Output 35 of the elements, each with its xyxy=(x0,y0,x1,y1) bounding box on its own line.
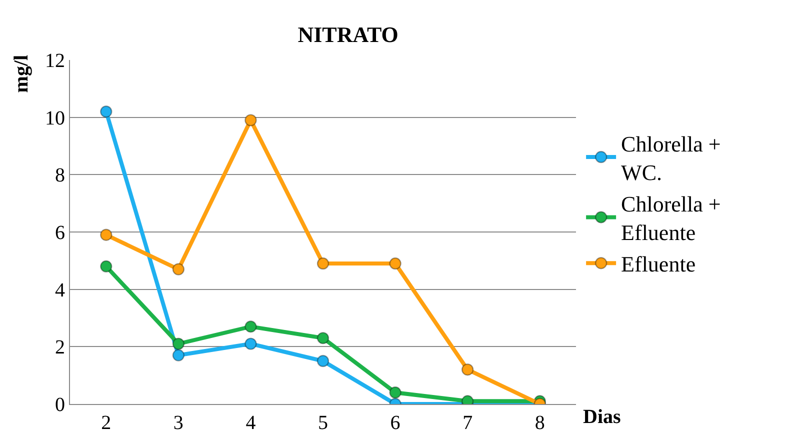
point xyxy=(100,260,112,272)
x-axis-title: Dias xyxy=(583,406,621,428)
x-tick-label: 7 xyxy=(462,412,473,434)
legend-label: Efluente xyxy=(621,252,696,277)
point xyxy=(316,257,330,270)
point xyxy=(316,332,330,344)
x-tick-label: 3 xyxy=(173,412,184,434)
legend-label: Chlorella + Efluente xyxy=(621,192,721,246)
x-tick-label: 2 xyxy=(101,412,112,434)
x-tick-label: 5 xyxy=(318,412,328,434)
y-axis-title: mg/l xyxy=(10,54,32,93)
y-tick-label: 8 xyxy=(55,164,65,187)
point xyxy=(100,228,112,241)
point xyxy=(172,338,185,350)
chart-title: NITRATO xyxy=(298,22,398,48)
x-tick-label: 6 xyxy=(390,412,400,434)
x-tick-label: 4 xyxy=(246,412,256,434)
point xyxy=(172,349,185,362)
point xyxy=(244,114,257,126)
point xyxy=(172,263,185,276)
point xyxy=(389,257,402,270)
point xyxy=(389,386,402,399)
point xyxy=(100,106,112,118)
y-tick-label: 2 xyxy=(55,336,65,359)
y-tick-label: 10 xyxy=(45,107,65,130)
point xyxy=(244,320,257,333)
y-tick-label: 0 xyxy=(55,394,65,416)
y-tick-label: 6 xyxy=(55,222,65,244)
x-tick-label: 8 xyxy=(534,412,545,434)
point xyxy=(316,354,330,368)
y-tick-label: 4 xyxy=(55,279,65,302)
legend-label: Chlorella + WC. xyxy=(621,131,721,185)
point xyxy=(244,338,257,350)
point xyxy=(461,364,474,376)
y-tick-label: 12 xyxy=(45,50,65,72)
